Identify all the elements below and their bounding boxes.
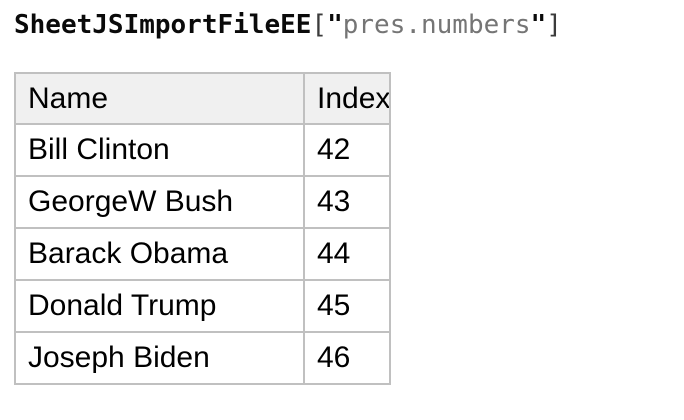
name-cell: GeorgeW Bush	[14, 175, 305, 229]
table-row: Joseph Biden 46	[14, 331, 391, 385]
page: SheetJSImportFileEE["pres.numbers"] Name…	[14, 9, 670, 385]
string-literal: pres.numbers	[342, 10, 531, 40]
index-cell: 44	[303, 227, 391, 281]
column-header-index: Index	[303, 72, 391, 125]
close-quote: "	[530, 10, 547, 40]
index-cell: 46	[303, 331, 391, 385]
index-cell: 42	[303, 123, 391, 177]
table-row: Bill Clinton 42	[14, 123, 391, 177]
column-header-name: Name	[14, 72, 305, 125]
open-quote: "	[327, 10, 343, 40]
index-cell: 45	[303, 279, 391, 333]
presidents-table: Name Index Bill Clinton 42 GeorgeW Bush …	[14, 72, 391, 385]
index-cell: 43	[303, 175, 391, 229]
table-row: Donald Trump 45	[14, 279, 391, 333]
close-bracket: ]	[546, 10, 562, 40]
object-name: SheetJSImportFileEE	[14, 10, 312, 40]
table-row: GeorgeW Bush 43	[14, 175, 391, 229]
open-bracket: [	[311, 10, 328, 40]
name-cell: Donald Trump	[14, 279, 305, 333]
name-cell: Bill Clinton	[14, 123, 305, 177]
name-cell: Barack Obama	[14, 227, 305, 281]
table-header-row: Name Index	[14, 72, 391, 125]
page-title: SheetJSImportFileEE["pres.numbers"]	[14, 9, 670, 41]
table-row: Barack Obama 44	[14, 227, 391, 281]
name-cell: Joseph Biden	[14, 331, 305, 385]
